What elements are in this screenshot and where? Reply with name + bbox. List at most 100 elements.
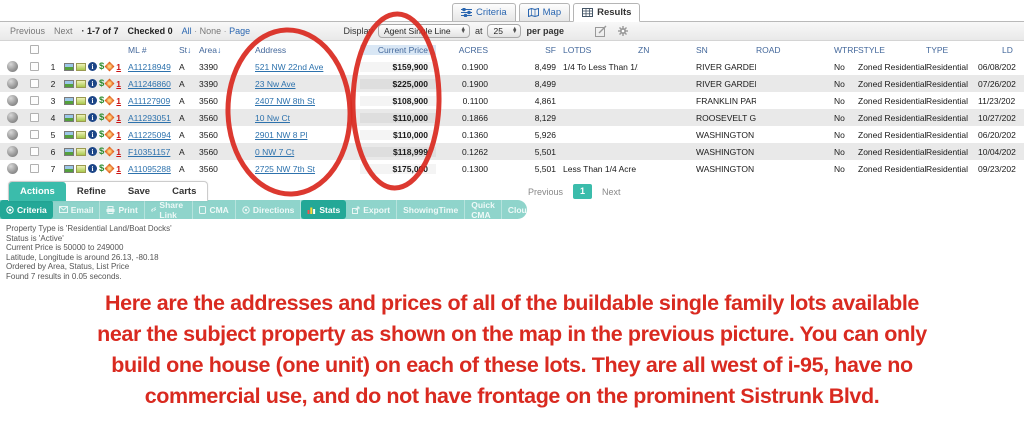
photo-count-link[interactable]: 1	[116, 78, 122, 89]
pagination-next[interactable]: Next	[602, 186, 621, 197]
globe-icon[interactable]	[6, 95, 18, 106]
header-lotds[interactable]: LOTDS	[563, 44, 592, 55]
financial-icon[interactable]: $	[99, 61, 105, 72]
ml-number-link[interactable]: F10351157	[128, 146, 171, 157]
email-button[interactable]: Email	[53, 200, 101, 219]
header-area[interactable]: Area↓	[199, 44, 222, 55]
info-icon[interactable]: i	[88, 147, 97, 156]
check-all-link[interactable]: All	[181, 26, 192, 36]
financial-icon[interactable]: $	[99, 129, 105, 140]
address-link[interactable]: 2901 NW 8 Pl	[255, 129, 308, 140]
header-acres[interactable]: ACRES	[458, 44, 488, 55]
photo-icon[interactable]	[64, 113, 74, 122]
info-icon[interactable]: i	[88, 62, 97, 71]
tab-save[interactable]: Save	[127, 186, 151, 197]
header-ld[interactable]: LD	[1002, 44, 1013, 55]
financial-icon[interactable]: $	[99, 146, 105, 157]
display-select[interactable]: Agent Single Line ▲ ▼	[377, 24, 470, 38]
header-road[interactable]: ROAD	[756, 44, 781, 55]
info-icon[interactable]: i	[88, 130, 97, 139]
map-pin-icon[interactable]	[104, 112, 115, 123]
cloudcma-button[interactable]: CloudCMA	[507, 204, 552, 215]
ml-number-link[interactable]: A11225094	[128, 129, 171, 140]
row-checkbox[interactable]	[29, 113, 39, 122]
quick-cma-button[interactable]: Quick CMA	[465, 200, 502, 220]
virtual-tour-icon[interactable]	[76, 164, 86, 173]
address-link[interactable]: 10 Nw Ct	[255, 112, 290, 123]
virtual-tour-icon[interactable]	[76, 79, 86, 88]
photo-icon[interactable]	[64, 130, 74, 139]
pagination-page-1[interactable]: 1	[573, 184, 593, 199]
photo-icon[interactable]	[64, 62, 74, 71]
pagination-previous[interactable]: Previous	[528, 186, 564, 197]
ml-number-link[interactable]: A11218949	[128, 61, 171, 72]
map-pin-icon[interactable]	[104, 163, 115, 174]
next-link[interactable]: Next	[54, 26, 73, 36]
export-button[interactable]: Export	[346, 200, 398, 219]
print-button[interactable]: Print	[100, 200, 145, 219]
info-icon[interactable]: i	[88, 96, 97, 105]
header-sf[interactable]: SF	[545, 44, 556, 55]
gear-icon[interactable]	[617, 25, 629, 37]
address-link[interactable]: 2407 NW 8th St	[255, 95, 316, 106]
address-link[interactable]: 0 NW 7 Ct	[255, 146, 295, 157]
check-page-link[interactable]: Page	[229, 26, 251, 36]
globe-icon[interactable]	[6, 146, 18, 157]
financial-icon[interactable]: $	[99, 78, 105, 89]
cma-button[interactable]: CMA	[193, 200, 236, 219]
tab-carts[interactable]: Carts	[172, 186, 197, 197]
map-pin-icon[interactable]	[104, 146, 115, 157]
virtual-tour-icon[interactable]	[76, 130, 86, 139]
directions-button[interactable]: Directions	[236, 200, 302, 219]
globe-icon[interactable]	[6, 112, 18, 123]
row-checkbox[interactable]	[29, 147, 39, 156]
info-icon[interactable]: i	[88, 164, 97, 173]
photo-icon[interactable]	[64, 164, 74, 173]
map-pin-icon[interactable]	[104, 95, 115, 106]
header-st[interactable]: St↓	[179, 44, 192, 55]
ml-number-link[interactable]: A11246860	[128, 78, 171, 89]
row-checkbox[interactable]	[29, 96, 39, 105]
financial-icon[interactable]: $	[99, 112, 105, 123]
info-icon[interactable]: i	[88, 113, 97, 122]
photo-count-link[interactable]: 1	[116, 95, 122, 106]
financial-icon[interactable]: $	[99, 163, 105, 174]
header-price[interactable]: Current Price	[360, 44, 436, 55]
map-pin-icon[interactable]	[104, 61, 115, 72]
previous-link[interactable]: Previous	[10, 26, 46, 36]
header-ml[interactable]: ML #	[128, 44, 147, 55]
tab-map[interactable]: Map	[518, 3, 571, 21]
virtual-tour-icon[interactable]	[76, 147, 86, 156]
header-sn[interactable]: SN	[696, 44, 708, 55]
tab-refine[interactable]: Refine	[76, 186, 106, 197]
tab-results[interactable]: Results	[573, 3, 641, 22]
criteria-button[interactable]: Criteria	[0, 200, 53, 219]
photo-icon[interactable]	[64, 79, 74, 88]
virtual-tour-icon[interactable]	[76, 62, 86, 71]
info-icon[interactable]: i	[88, 79, 97, 88]
tab-actions[interactable]: Actions	[9, 182, 66, 201]
showingtime-button[interactable]: ShowingTime	[397, 200, 466, 219]
header-wtrfr[interactable]: WTRFR	[834, 44, 858, 55]
address-link[interactable]: 521 NW 22nd Ave	[255, 61, 324, 72]
virtual-tour-icon[interactable]	[76, 96, 86, 105]
ml-number-link[interactable]: A11293051	[128, 112, 171, 123]
address-link[interactable]: 23 Nw Ave	[255, 78, 296, 89]
map-pin-icon[interactable]	[104, 78, 115, 89]
ml-number-link[interactable]: A11095288	[128, 163, 171, 174]
photo-count-link[interactable]: 1	[116, 61, 122, 72]
photo-icon[interactable]	[64, 96, 74, 105]
tab-criteria[interactable]: Criteria	[452, 3, 516, 21]
per-page-select[interactable]: 25 ▲ ▼	[487, 24, 522, 38]
photo-count-link[interactable]: 1	[116, 146, 122, 157]
photo-count-link[interactable]: 1	[116, 129, 122, 140]
header-style[interactable]: STYLE	[858, 44, 885, 55]
photo-count-link[interactable]: 1	[116, 112, 122, 123]
row-checkbox[interactable]	[29, 130, 39, 139]
header-zn[interactable]: ZN	[638, 44, 650, 55]
globe-icon[interactable]	[6, 163, 18, 174]
globe-icon[interactable]	[6, 129, 18, 140]
address-link[interactable]: 2725 NW 7th St	[255, 163, 316, 174]
header-checkbox[interactable]	[29, 45, 39, 54]
row-checkbox[interactable]	[29, 164, 39, 173]
